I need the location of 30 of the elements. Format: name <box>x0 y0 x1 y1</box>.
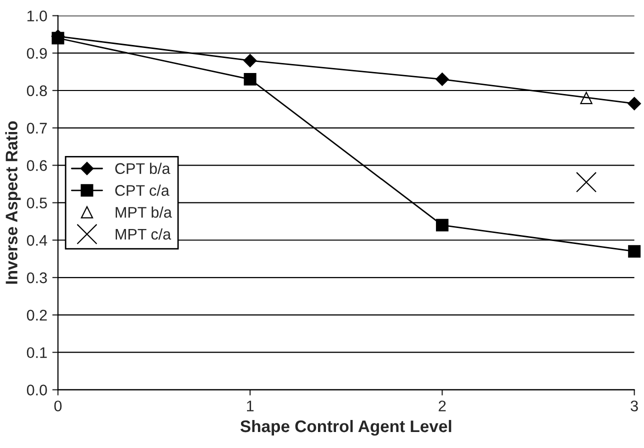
x-tick-label: 3 <box>630 400 638 412</box>
y-tick-label: 0.4 <box>26 234 48 246</box>
point <box>244 73 256 86</box>
point <box>244 54 257 68</box>
y-tick-label: 0.1 <box>26 347 47 358</box>
legend-label: CPT c/a <box>115 184 170 196</box>
point <box>436 218 448 232</box>
x-axis-title: Shape Control Agent Level <box>240 420 452 436</box>
y-axis-title: Inverse Aspect Ratio <box>5 121 21 284</box>
x-tick-label: 1 <box>247 400 254 412</box>
legend-label: CPT b/a <box>115 162 170 174</box>
point <box>628 97 641 110</box>
point <box>628 245 641 258</box>
legend-label: MPT c/a <box>116 228 172 240</box>
x-tick-label: 0 <box>54 400 62 412</box>
y-tick-label: 0.6 <box>26 160 47 171</box>
point <box>436 72 449 86</box>
y-tick-label: 0.0 <box>26 384 47 396</box>
y-tick-label: 0.2 <box>26 310 47 321</box>
legend-label: MPT b/a <box>116 206 172 218</box>
y-tick-label: 0.9 <box>26 48 47 59</box>
x-tick-label: 2 <box>438 400 446 412</box>
y-tick-label: 0.3 <box>26 272 47 284</box>
y-tick-label: 0.5 <box>26 198 47 208</box>
y-tick-label: 0.8 <box>26 85 47 96</box>
y-tick-label: 1.0 <box>27 10 47 22</box>
point <box>576 172 597 192</box>
point <box>580 92 592 104</box>
point <box>52 32 64 44</box>
y-tick-label: 0.7 <box>26 122 47 134</box>
